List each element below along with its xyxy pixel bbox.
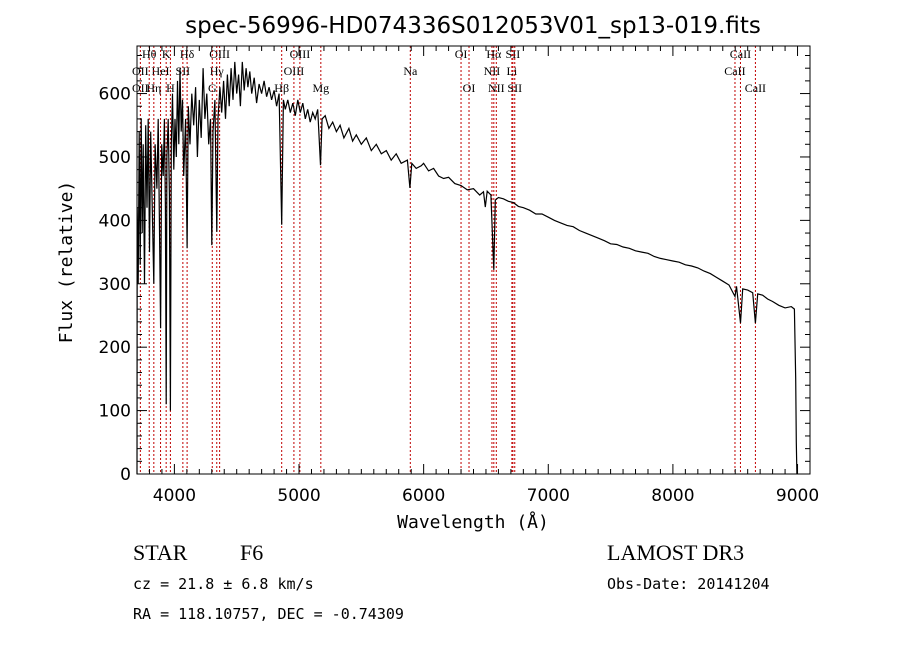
marker-label: Mg — [312, 81, 329, 95]
marker-label: OI — [455, 47, 468, 61]
marker-label: Li — [507, 64, 518, 78]
marker-label: Hη — [146, 81, 161, 95]
x-tick-label: 9000 — [776, 486, 819, 506]
marker-label: CaII — [724, 64, 745, 78]
y-tick-label: 200 — [99, 338, 131, 358]
series-group — [136, 61, 798, 475]
marker-label: H — [166, 81, 175, 95]
spectrum-line — [136, 61, 798, 475]
marker-label: G — [208, 81, 217, 95]
y-tick-label: 100 — [99, 402, 131, 422]
marker-label: OII — [132, 64, 149, 78]
y-tick-label: 400 — [99, 211, 131, 231]
chart-title: spec-56996-HD074336S012053V01_sp13-019.f… — [185, 13, 761, 39]
marker-label: OI — [463, 81, 476, 95]
marker-label: Hβ — [274, 81, 289, 95]
marker-label: Hα — [486, 47, 502, 61]
axes: 4000 5000 6000 7000 8000 9000 0 100 200 300 400 500… — [99, 46, 819, 506]
marker-label: NII — [484, 64, 501, 78]
marker-label: OII — [132, 81, 149, 95]
y-tick-label: 300 — [99, 275, 131, 295]
marker-label: HeI — [152, 64, 170, 78]
survey-name: LAMOST DR3 — [607, 540, 744, 565]
x-tick-label: 4000 — [153, 486, 196, 506]
marker-label: K — [162, 47, 171, 61]
marker-label: Hθ — [142, 47, 157, 61]
marker-label: Na — [403, 64, 418, 78]
y-tick-label: 600 — [99, 85, 131, 105]
plot-frame — [136, 45, 811, 475]
marker-label: OIII — [290, 47, 311, 61]
marker-label: SII — [507, 81, 522, 95]
x-axis-label: Wavelength (Å) — [397, 511, 549, 533]
marker-label: OIII — [284, 64, 305, 78]
redshift-cz: cz = 21.8 ± 6.8 km/s — [133, 575, 314, 593]
marker-label: OIII — [209, 47, 230, 61]
x-tick-label: 6000 — [402, 486, 445, 506]
marker-label: Hγ — [210, 64, 225, 78]
obs-date: Obs-Date: 20141204 — [607, 575, 770, 593]
marker-label: SII — [176, 64, 191, 78]
x-tick-label: 5000 — [277, 486, 320, 506]
marker-label: Hδ — [180, 47, 195, 61]
marker-label: SII — [506, 47, 521, 61]
coordinates: RA = 118.10757, DEC = -0.74309 — [133, 605, 404, 623]
object-class: STAR — [133, 540, 188, 565]
marker-label: CaII — [745, 81, 766, 95]
y-tick-label: 0 — [120, 465, 131, 485]
y-tick-label: 500 — [99, 148, 131, 168]
line-markers: Hθ K Hδ OIII OIII OI Hα SII CaII OII HeI SII Hγ OIII N… — [132, 46, 766, 474]
marker-label: NII — [488, 81, 505, 95]
x-tick-label: 7000 — [527, 486, 570, 506]
x-tick-label: 8000 — [651, 486, 694, 506]
y-axis-label: Flux (relative) — [56, 181, 77, 344]
spectral-subclass: F6 — [240, 540, 263, 565]
